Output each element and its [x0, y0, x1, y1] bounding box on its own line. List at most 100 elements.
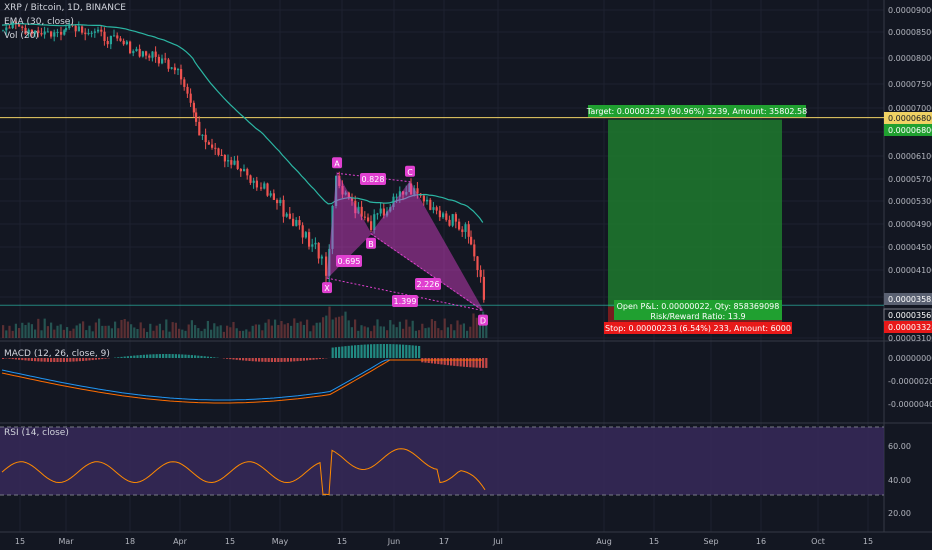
- pnl-label-box: [614, 300, 782, 320]
- volume-bar: [446, 327, 449, 338]
- macd-legend[interactable]: MACD (12, 26, close, 9): [4, 349, 110, 359]
- macd-histogram-bar: [302, 358, 305, 361]
- macd-histogram-bar: [440, 358, 443, 365]
- macd-histogram-bar: [184, 354, 187, 358]
- ratio-box: [336, 255, 362, 267]
- candle-body: [344, 192, 347, 195]
- volume-bar: [302, 324, 305, 338]
- candle-body: [43, 31, 46, 35]
- candle-body: [298, 220, 301, 226]
- candle-body: [125, 41, 128, 45]
- volume-bar: [334, 317, 337, 338]
- macd-histogram-bar: [363, 344, 366, 358]
- macd-histogram-bar: [152, 354, 155, 358]
- candle-body: [100, 29, 103, 32]
- volume-bar: [274, 319, 277, 338]
- macd-histogram-bar: [296, 358, 299, 362]
- macd-histogram-bar: [88, 358, 91, 361]
- pattern-point-a: [332, 157, 342, 169]
- price-tick-9: 0.00004900: [888, 220, 932, 229]
- volume-bar: [206, 320, 209, 338]
- macd-histogram-bar: [245, 358, 248, 361]
- candle-body: [14, 21, 17, 24]
- time-tick-13: 16: [756, 537, 766, 546]
- volume-bar: [392, 324, 395, 338]
- macd-histogram-bar: [18, 358, 21, 360]
- macd-histogram-bar: [482, 358, 485, 368]
- volume-bar: [350, 327, 353, 338]
- candle-body: [87, 32, 90, 35]
- volume-bar: [24, 325, 27, 338]
- candle-body: [27, 29, 30, 35]
- macd-histogram-bar: [187, 354, 190, 358]
- candle-body: [21, 26, 24, 28]
- volume-bar: [328, 306, 331, 338]
- macd-histogram-bar: [395, 344, 398, 358]
- macd-histogram-bar: [11, 358, 14, 360]
- volume-bar: [37, 318, 40, 338]
- candle-body: [288, 213, 291, 219]
- candle-body: [311, 244, 314, 247]
- candle-body: [276, 199, 279, 204]
- macd-histogram-bar: [312, 358, 315, 360]
- candle-body: [233, 160, 236, 165]
- volume-bar: [408, 326, 411, 338]
- volume-bar: [229, 327, 232, 338]
- candle-body: [458, 221, 461, 230]
- macd-histogram-bar: [466, 358, 469, 368]
- volume-bar: [312, 325, 315, 338]
- price-tick-11: 0.00004100: [888, 266, 932, 275]
- macd-histogram-bar: [69, 358, 72, 362]
- candle-body: [161, 58, 164, 64]
- macd-histogram-bar: [478, 358, 481, 368]
- macd-histogram-bar: [101, 358, 104, 360]
- candle-body: [422, 195, 425, 202]
- macd-histogram-bar: [258, 358, 261, 362]
- candle-body: [249, 175, 252, 183]
- ema-legend[interactable]: EMA (30, close): [4, 17, 74, 27]
- time-tick-9: Jul: [492, 537, 503, 546]
- macd-histogram-bar: [190, 355, 193, 358]
- price-marker-label: 0.00003583: [888, 295, 932, 304]
- macd-histogram-bar: [142, 354, 145, 358]
- macd-histogram-bar: [82, 358, 85, 361]
- volume-bar: [238, 330, 241, 338]
- volume-bar: [456, 320, 459, 338]
- pattern-bcd: [370, 180, 484, 312]
- candle-body: [410, 183, 413, 195]
- candle-body: [189, 93, 192, 103]
- symbol-legend[interactable]: XRP / Bitcoin, 1D, BINANCE: [4, 3, 126, 13]
- candle-body: [5, 27, 8, 31]
- candle-body: [341, 185, 344, 195]
- vol-legend[interactable]: Vol (20): [4, 31, 39, 41]
- candle-body: [438, 210, 441, 218]
- volume-bar: [133, 327, 136, 338]
- macd-histogram-bar: [306, 358, 309, 361]
- volume-bar: [306, 319, 309, 338]
- candle-body: [8, 27, 11, 29]
- candle-body: [77, 26, 80, 32]
- candle-body: [413, 188, 416, 195]
- volume-bar: [296, 322, 299, 338]
- pattern-label-b: B: [368, 240, 374, 249]
- macd-histogram-bar: [274, 358, 277, 362]
- volume-bar: [18, 328, 21, 338]
- candle-body: [255, 180, 258, 188]
- stop-label-text: Stop: 0.00000233 (6.54%) 233, Amount: 60…: [605, 324, 791, 333]
- macd-histogram-bar: [290, 358, 293, 362]
- macd-histogram-bar: [341, 346, 344, 358]
- pattern-bd: [370, 233, 484, 312]
- volume-bar: [101, 325, 104, 338]
- macd-histogram-bar: [178, 354, 181, 358]
- macd-histogram-bar: [373, 344, 376, 358]
- macd-histogram-bar: [392, 344, 395, 358]
- macd-histogram-bar: [456, 358, 459, 367]
- rsi-legend[interactable]: RSI (14, close): [4, 428, 69, 438]
- volume-bar: [181, 329, 184, 338]
- macd-histogram-bar: [197, 355, 200, 358]
- macd-histogram-bar: [229, 358, 232, 360]
- candle-body: [320, 256, 323, 259]
- candle-body: [442, 213, 445, 218]
- time-tick-0: 15: [15, 537, 25, 546]
